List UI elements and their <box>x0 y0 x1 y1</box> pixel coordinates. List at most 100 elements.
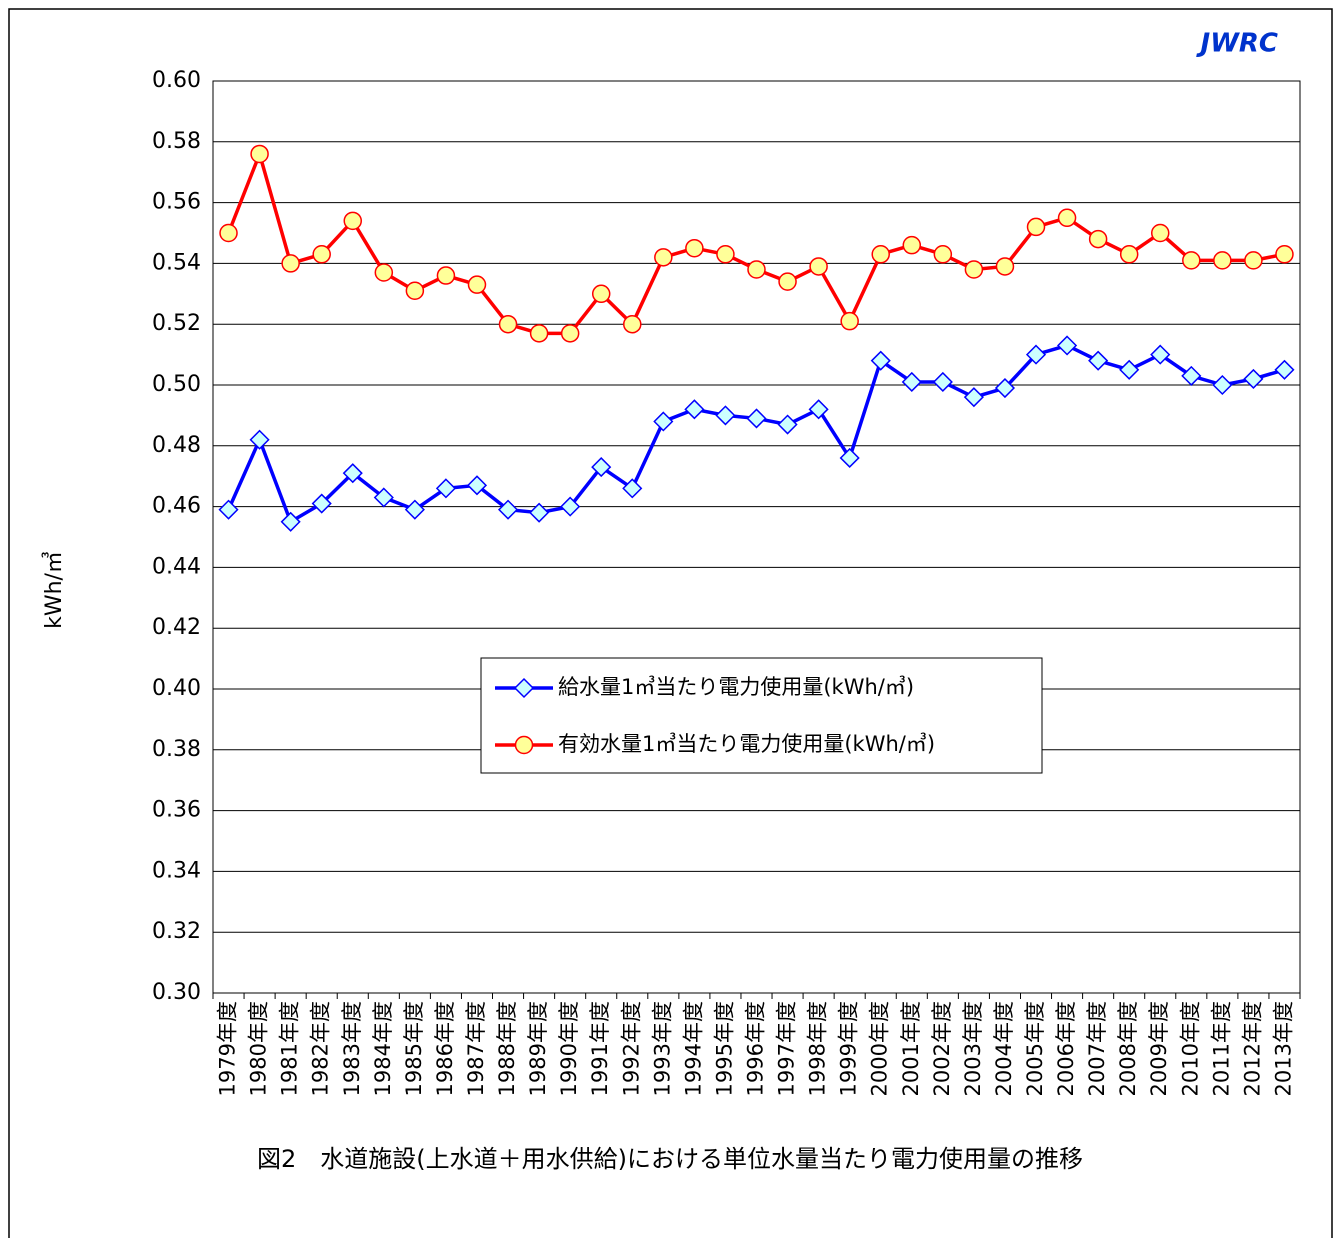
legend-label: 有効水量1㎥当たり電力使用量(kWh/㎥) <box>558 732 935 756</box>
marker <box>684 399 705 420</box>
marker <box>994 377 1016 399</box>
marker <box>1181 365 1202 386</box>
marker <box>1244 251 1263 270</box>
x-tick-label: 1979年度 <box>216 1001 240 1096</box>
x-tick-label: 2005年度 <box>1023 1001 1047 1096</box>
x-tick-label: 2003年度 <box>961 1001 985 1096</box>
x-tick-label: 1988年度 <box>495 1001 519 1096</box>
x-tick-label: 1995年度 <box>712 1001 736 1096</box>
marker <box>778 272 797 291</box>
marker <box>1213 251 1232 270</box>
x-tick-label: 2012年度 <box>1240 1001 1264 1096</box>
grid <box>213 80 1300 994</box>
marker <box>374 263 394 282</box>
y-tick-label: 0.52 <box>152 311 201 336</box>
marker <box>1057 335 1078 356</box>
y-tick-label: 0.44 <box>152 554 201 579</box>
x-tick-label: 1993年度 <box>650 1001 674 1096</box>
x-tick-label: 2002年度 <box>930 1001 954 1096</box>
marker <box>839 447 860 469</box>
x-tick-label: 2010年度 <box>1178 1001 1202 1096</box>
x-tick-label: 1980年度 <box>247 1001 271 1096</box>
marker <box>219 223 238 243</box>
marker <box>591 284 611 304</box>
x-tick-label: 2009年度 <box>1147 1001 1171 1096</box>
marker <box>1088 350 1109 371</box>
marker <box>808 399 829 420</box>
x-tick-label: 1982年度 <box>309 1001 333 1096</box>
marker <box>466 475 488 496</box>
marker <box>654 248 673 267</box>
y-tick-label: 0.58 <box>152 129 201 154</box>
marker <box>1026 217 1046 237</box>
x-tick-label: 2000年度 <box>868 1001 892 1096</box>
y-tick-label: 0.36 <box>152 798 201 823</box>
marker <box>1150 223 1170 243</box>
x-tick-label: 1989年度 <box>526 1001 550 1096</box>
y-tick-label: 0.46 <box>152 494 201 519</box>
x-tick-label: 1984年度 <box>371 1001 395 1096</box>
logo: JWRC <box>1196 29 1278 59</box>
marker <box>373 487 394 508</box>
x-tick-label: 2007年度 <box>1085 1001 1109 1096</box>
marker <box>312 245 331 264</box>
marker <box>840 311 859 331</box>
marker <box>622 478 643 499</box>
marker <box>249 429 270 450</box>
marker <box>901 371 922 393</box>
x-tick-label: 1983年度 <box>340 1001 364 1096</box>
marker <box>529 502 550 523</box>
x-tick-label: 1987年度 <box>464 1001 488 1096</box>
frame <box>8 8 1333 1238</box>
marker <box>747 260 766 279</box>
series-line <box>226 152 1285 336</box>
marker <box>746 408 767 429</box>
y-axis-label: kWh/㎥ <box>41 551 67 629</box>
marker <box>1212 374 1233 396</box>
marker <box>467 275 487 294</box>
marker <box>343 211 363 231</box>
y-tick-label: 0.34 <box>152 858 201 883</box>
marker <box>1057 208 1077 228</box>
marker <box>870 350 891 371</box>
marker <box>653 411 674 432</box>
marker <box>436 266 456 285</box>
caption: 図2 水道施設(上水道＋用水供給)における単位水量当たり電力使用量の推移 <box>257 1145 1083 1173</box>
x-tick-label: 1981年度 <box>278 1001 302 1096</box>
marker <box>1182 251 1201 270</box>
marker <box>514 735 534 755</box>
marker <box>1150 344 1171 365</box>
marker <box>218 499 239 520</box>
marker <box>623 314 642 334</box>
y-tick-label: 0.30 <box>152 980 201 1005</box>
x-tick-label: 1994年度 <box>681 1001 705 1096</box>
marker <box>498 314 518 334</box>
marker <box>1119 245 1139 264</box>
x-tick-label: 1999年度 <box>837 1001 861 1096</box>
x-tick-label: 1997年度 <box>775 1001 799 1096</box>
marker <box>280 511 301 532</box>
marker <box>1243 368 1264 389</box>
marker <box>497 499 519 520</box>
marker <box>1088 229 1108 249</box>
marker <box>685 238 704 258</box>
marker <box>902 235 922 255</box>
marker <box>964 260 984 279</box>
marker <box>435 478 456 499</box>
y-tick-label: 0.54 <box>152 250 201 275</box>
marker <box>404 499 425 520</box>
marker <box>311 493 332 514</box>
marker <box>963 387 984 408</box>
marker <box>591 457 612 478</box>
x-tick-label: 2006年度 <box>1054 1001 1078 1096</box>
x-tick-label: 1986年度 <box>433 1001 457 1096</box>
marker <box>1274 359 1295 380</box>
x-tick-label: 2008年度 <box>1116 1001 1140 1096</box>
marker <box>715 405 736 426</box>
x-tick-label: 1992年度 <box>619 1001 643 1096</box>
marker <box>342 463 363 484</box>
marker <box>933 245 953 264</box>
marker <box>513 677 535 699</box>
x-tick-label: 2004年度 <box>992 1001 1016 1096</box>
